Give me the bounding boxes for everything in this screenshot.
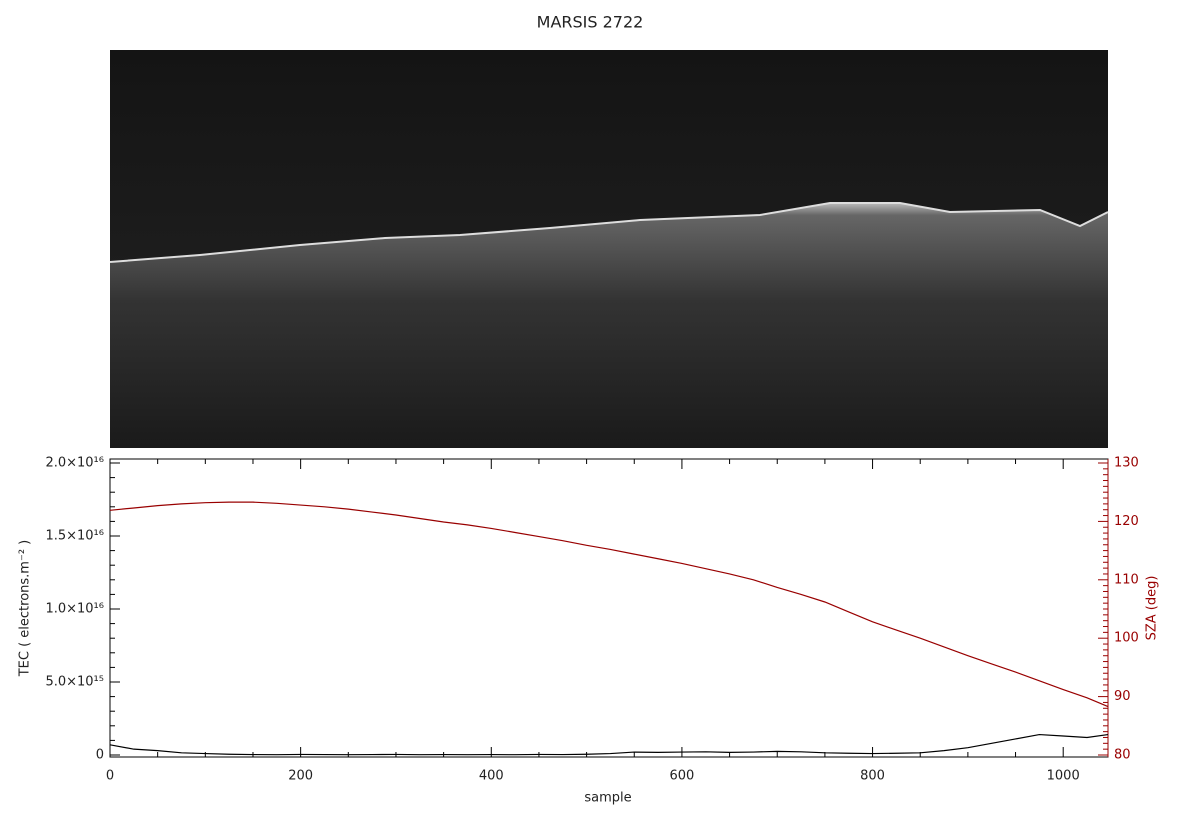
- x-tick-label: 800: [860, 769, 885, 784]
- y2-tick-label: 90: [1114, 689, 1131, 704]
- y2-tick-label: 110: [1114, 572, 1139, 587]
- y-tick-label: 2.0×10¹⁶: [45, 456, 104, 471]
- x-tick-label: 0: [106, 769, 114, 784]
- y-tick-label: 0: [96, 748, 104, 763]
- y-axis-label: TEC ( electrons.m⁻² ): [18, 540, 33, 678]
- y2-axis-label: SZA (deg): [1145, 576, 1160, 641]
- y2-tick-label: 100: [1114, 631, 1139, 646]
- radargram: [109, 50, 1109, 448]
- y2-tick-label: 80: [1114, 748, 1131, 763]
- series-line: [109, 501, 1109, 708]
- chart-title: MARSIS 2722: [537, 13, 644, 32]
- y-tick-label: 1.0×10¹⁶: [45, 602, 104, 617]
- y-tick-label: 1.5×10¹⁶: [45, 529, 104, 544]
- surface-echo: [109, 202, 1109, 263]
- x-tick-label: 600: [670, 769, 695, 784]
- y2-tick-label: 130: [1114, 456, 1139, 471]
- radargram-echo: [110, 203, 1108, 448]
- series-line: [109, 733, 1109, 756]
- x-tick-label: 400: [479, 769, 504, 784]
- x-tick-label: 1000: [1047, 769, 1080, 784]
- y-tick-label: 5.0×10¹⁵: [45, 675, 104, 690]
- x-tick-label: 200: [288, 769, 313, 784]
- y2-tick-label: 120: [1114, 514, 1139, 529]
- plot-frame: [109, 458, 1109, 758]
- x-axis-label: sample: [584, 791, 631, 806]
